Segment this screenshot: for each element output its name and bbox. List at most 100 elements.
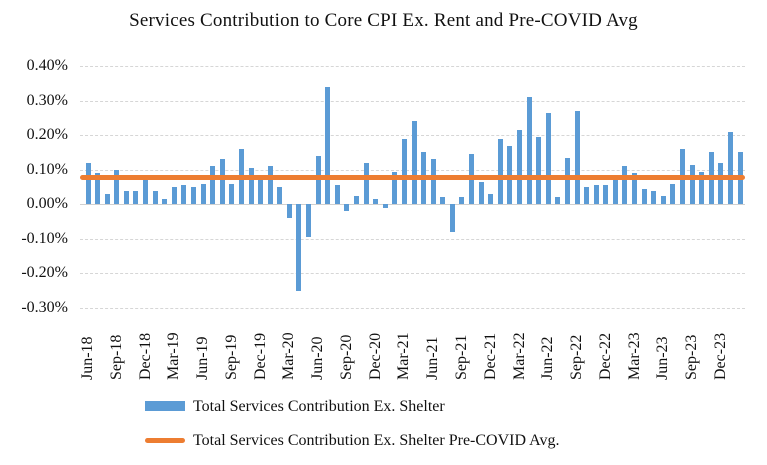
bar-Apr-21 [411, 121, 417, 205]
y-axis-tick-label: 0.00% [26, 195, 68, 213]
bar-Feb-20 [277, 187, 283, 205]
x-axis-tick-label: Mar-23 [625, 332, 643, 380]
bar-Nov-20 [363, 162, 369, 205]
bar-Sep-19 [229, 183, 235, 205]
bar-Jun-18 [85, 162, 91, 205]
x-axis-tick-label: Jun-21 [424, 336, 442, 380]
x-axis-tick-label: Jun-23 [654, 336, 672, 380]
x-axis-tick-label: Mar-21 [395, 332, 413, 380]
bar-Oct-22 [584, 187, 590, 205]
bar-Aug-18 [104, 193, 110, 205]
bar-Jul-21 [440, 197, 446, 205]
bar-Jan-22 [497, 138, 503, 205]
bar-Aug-20 [334, 185, 340, 205]
x-axis-tick-label: Mar-22 [510, 332, 528, 380]
bar-Feb-21 [392, 171, 398, 205]
bar-Mar-22 [517, 130, 522, 205]
x-axis-tick-label: Dec-18 [136, 332, 154, 380]
y-axis-tick-label: -0.20% [21, 264, 68, 282]
bar-Jan-21 [382, 204, 388, 208]
bar-Jan-23 [612, 174, 618, 205]
bar-Apr-22 [526, 97, 532, 205]
bar-Sep-23 [689, 164, 695, 205]
bar-Jun-22 [545, 112, 551, 205]
x-axis-tick-label: Dec-21 [481, 332, 499, 380]
plot-area [80, 60, 745, 314]
x-axis-tick-label: Mar-19 [165, 332, 183, 380]
bar-Jan-20 [267, 166, 273, 205]
bar-Dec-22 [603, 185, 609, 205]
bar-Jun-19 [200, 183, 206, 205]
y-axis-tick-label: 0.10% [26, 160, 68, 178]
y-axis-tick-label: 0.40% [26, 57, 68, 74]
bar-Aug-19 [219, 159, 225, 205]
bar-Sep-21 [459, 197, 465, 205]
bar-Jun-20 [315, 155, 321, 205]
x-axis-tick-label: Sep-19 [222, 334, 240, 380]
legend-bar-swatch [145, 401, 185, 411]
bar-Nov-19 [248, 168, 254, 205]
x-axis-tick-label: Dec-23 [711, 332, 729, 380]
gridline [80, 204, 745, 206]
bar-May-23 [651, 190, 657, 205]
pre-covid-avg-line [80, 174, 745, 180]
bar-Aug-21 [449, 204, 455, 232]
bar-Jul-23 [670, 183, 676, 205]
y-axis-tick-label: 0.20% [26, 126, 68, 144]
x-axis-tick-label: Jun-20 [309, 336, 327, 380]
bar-Dec-21 [488, 193, 494, 205]
bar-Mar-21 [401, 138, 407, 205]
bar-Dec-19 [258, 180, 264, 205]
bar-Jun-23 [660, 195, 666, 205]
bar-Oct-23 [699, 171, 705, 205]
x-axis-tick-label: Dec-19 [251, 332, 269, 380]
x-axis-tick-label: Sep-21 [452, 334, 470, 380]
bar-Sep-22 [574, 111, 580, 205]
bar-Dec-18 [143, 180, 148, 205]
y-axis-tick-label: 0.30% [26, 91, 68, 109]
gridline [80, 273, 745, 275]
legend-line-swatch [145, 438, 185, 443]
bar-Jul-20 [325, 86, 331, 205]
bar-Jul-18 [95, 173, 101, 205]
bar-Jan-19 [152, 190, 158, 205]
bar-Apr-23 [641, 188, 647, 205]
bar-Nov-18 [133, 190, 139, 205]
bar-May-22 [536, 136, 542, 205]
bar-Jul-19 [210, 166, 216, 205]
bar-Sep-18 [114, 169, 120, 205]
x-axis-tick-label: Sep-22 [568, 334, 585, 380]
x-axis-tick-label: Dec-20 [366, 332, 384, 380]
x-axis-tick-label: Jun-18 [79, 336, 96, 380]
bar-Jun-21 [430, 159, 436, 205]
y-axis-tick-label: -0.10% [21, 229, 68, 247]
bar-Sep-20 [344, 204, 350, 212]
x-axis-tick-label: Sep-23 [683, 334, 700, 380]
bar-Mar-19 [171, 187, 177, 205]
y-axis-tick-label: -0.30% [21, 299, 68, 316]
legend-bar-label: Total Services Contribution Ex. Shelter [193, 398, 445, 415]
bar-Dec-20 [373, 199, 379, 205]
bar-Mar-23 [632, 173, 637, 205]
x-axis-tick-label: Mar-20 [280, 332, 298, 380]
bar-Dec-23 [718, 162, 724, 205]
bar-Nov-22 [593, 185, 599, 205]
bar-Aug-22 [564, 157, 570, 205]
bar-May-19 [191, 187, 196, 205]
bar-Feb-19 [162, 199, 168, 205]
x-axis-tick-label: Jun-22 [539, 336, 557, 380]
legend-line-label: Total Services Contribution Ex. Shelter … [193, 432, 560, 449]
bar-Nov-21 [478, 181, 484, 205]
x-axis-tick-label: Dec-22 [596, 332, 614, 380]
gridline [80, 66, 745, 67]
x-axis-tick-label: Sep-18 [107, 334, 125, 380]
bar-Apr-19 [181, 185, 187, 205]
bar-Jan-24 [727, 131, 733, 205]
bar-Jul-22 [555, 197, 561, 205]
bar-May-20 [306, 204, 311, 238]
gridline [80, 238, 745, 240]
gridline [80, 308, 745, 309]
bar-Oct-20 [354, 195, 359, 205]
bar-Mar-20 [286, 204, 292, 219]
